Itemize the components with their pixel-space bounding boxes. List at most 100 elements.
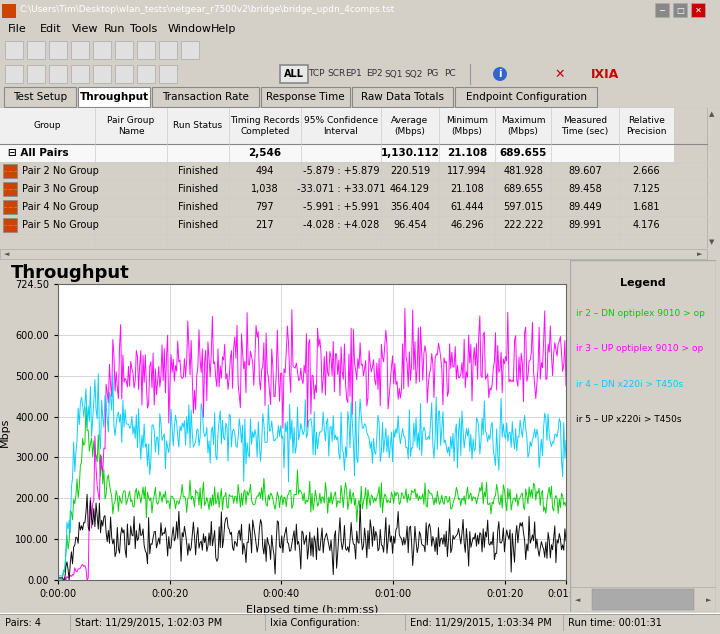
Bar [70,615,71,631]
Text: Group: Group [34,122,61,131]
Bar [181,41,199,59]
Text: ◄: ◄ [575,597,580,603]
Bar [159,41,177,59]
FancyBboxPatch shape [455,87,597,107]
Text: Endpoint Configuration: Endpoint Configuration [466,92,587,102]
Text: -5.991 : +5.991: -5.991 : +5.991 [303,202,379,212]
Text: Run: Run [104,24,125,34]
Text: Pair 4 No Group: Pair 4 No Group [22,202,99,212]
Text: ✕: ✕ [695,6,701,15]
FancyBboxPatch shape [152,87,258,107]
Bar [707,108,719,248]
Bar [691,3,705,17]
Text: Edit: Edit [40,24,62,34]
Text: ►: ► [706,597,711,603]
Text: ⊟ All Pairs: ⊟ All Pairs [8,148,68,158]
Text: Average
(Mbps): Average (Mbps) [392,116,428,136]
Text: 2.666: 2.666 [633,166,660,176]
Bar [0,144,674,162]
Bar [563,615,564,631]
Text: Legend: Legend [620,278,666,288]
Text: 464.129: 464.129 [390,184,430,194]
Bar [115,41,133,59]
Text: 21.108: 21.108 [450,184,484,194]
Text: 95% Confidence
Interval: 95% Confidence Interval [304,116,378,136]
Text: 96.454: 96.454 [393,220,427,230]
Text: 1.681: 1.681 [633,202,660,212]
Text: Maximum
(Mbps): Maximum (Mbps) [500,116,545,136]
Text: Pair 3 No Group: Pair 3 No Group [22,184,99,194]
Text: PC: PC [444,70,456,79]
Text: ─: ─ [660,6,665,15]
Text: TCP: TCP [307,70,324,79]
Bar [93,41,111,59]
Text: 89.991: 89.991 [568,220,602,230]
Bar [27,65,45,83]
Text: SQ1: SQ1 [384,70,403,79]
Text: 46.296: 46.296 [450,220,484,230]
Text: ir 4 – DN x220i > T450s: ir 4 – DN x220i > T450s [576,380,683,389]
Text: 7.125: 7.125 [633,184,660,194]
Text: EP1: EP1 [346,70,362,79]
Text: ◄: ◄ [4,251,9,257]
FancyBboxPatch shape [352,87,453,107]
Bar [159,65,177,83]
Text: Throughput: Throughput [12,264,130,282]
Bar [27,41,45,59]
Text: ▼: ▼ [709,239,715,245]
Bar [405,615,406,631]
Text: SQ2: SQ2 [405,70,423,79]
Bar [673,3,687,17]
Text: Timing Records
Completed: Timing Records Completed [230,116,300,136]
Text: Finished: Finished [178,202,218,212]
Bar [265,615,266,631]
Text: -33.071 : +33.071: -33.071 : +33.071 [297,184,385,194]
Circle shape [493,67,507,81]
Text: Finished: Finished [178,166,218,176]
Text: ALL: ALL [284,69,304,79]
Text: □: □ [676,6,684,15]
Text: 1,038: 1,038 [251,184,279,194]
Text: SCR: SCR [327,70,345,79]
Bar [137,65,155,83]
X-axis label: Elapsed time (h:mm:ss): Elapsed time (h:mm:ss) [246,605,378,614]
Bar [5,41,23,59]
Text: Pair 5 No Group: Pair 5 No Group [22,220,99,230]
Text: PG: PG [426,70,438,79]
Text: Response Time: Response Time [266,92,345,102]
Text: ►: ► [697,251,703,257]
Text: 689.655: 689.655 [503,184,543,194]
Text: 481.928: 481.928 [503,166,543,176]
Bar [3,182,17,196]
Bar [3,164,17,178]
Text: Throughput: Throughput [79,92,148,102]
Bar [2,4,16,18]
Bar [49,65,67,83]
Bar [137,41,155,59]
Text: EP2: EP2 [366,70,382,79]
Bar [280,65,308,83]
Text: ▲: ▲ [709,111,715,117]
Text: View: View [72,24,99,34]
Text: -4.028 : +4.028: -4.028 : +4.028 [303,220,379,230]
Bar [5,65,23,83]
Bar [49,41,67,59]
Text: Pair Group
Name: Pair Group Name [107,116,155,136]
Text: ir 2 – DN optiplex 9010 > op: ir 2 – DN optiplex 9010 > op [576,309,705,318]
Text: C:\Users\Tim\Desktop\wlan_tests\netgear_r7500v2\bridge\bridge_updn_4comps.tst: C:\Users\Tim\Desktop\wlan_tests\netgear_… [20,6,395,15]
Text: Relative
Precision: Relative Precision [626,116,667,136]
Text: 4.176: 4.176 [633,220,660,230]
Text: Tools: Tools [130,24,158,34]
Text: 89.607: 89.607 [568,166,602,176]
FancyBboxPatch shape [4,87,76,107]
Text: 222.222: 222.222 [503,220,544,230]
Text: Window: Window [168,24,212,34]
Bar [3,218,17,232]
Text: ir 5 – UP x220i > T450s: ir 5 – UP x220i > T450s [576,415,681,424]
Text: 597.015: 597.015 [503,202,543,212]
Text: Pairs: 4: Pairs: 4 [5,618,41,628]
Text: 217: 217 [256,220,274,230]
Text: 61.444: 61.444 [450,202,484,212]
Text: 689.655: 689.655 [499,148,546,158]
Text: End: 11/29/2015, 1:03:34 PM: End: 11/29/2015, 1:03:34 PM [410,618,552,628]
